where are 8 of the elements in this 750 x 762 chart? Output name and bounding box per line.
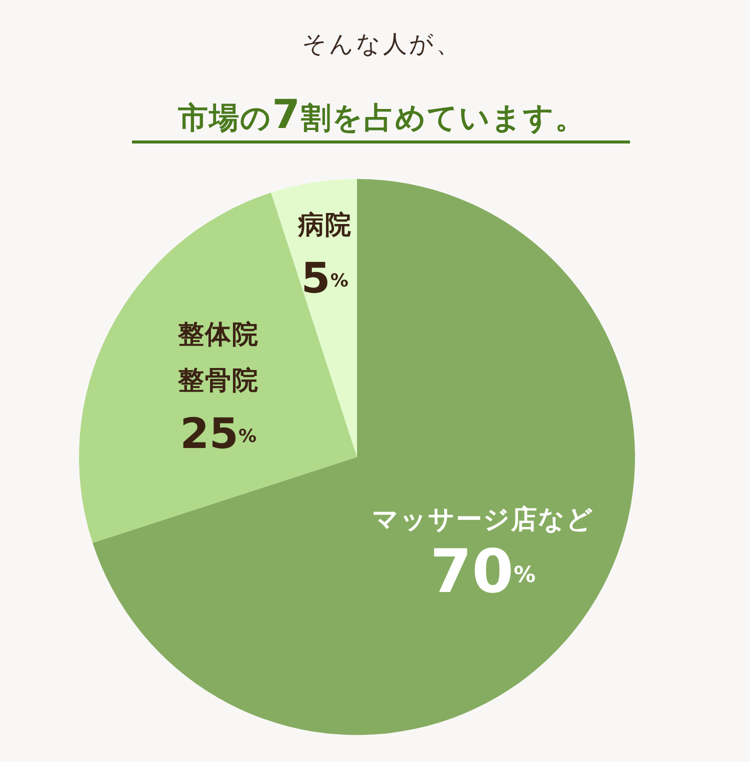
chart-title: そんな人が、 — [302, 30, 462, 58]
data-label: 25% — [180, 409, 257, 458]
slice-label: 病院 — [296, 210, 352, 240]
slice-label: マッサージ店など — [372, 505, 594, 536]
data-label: 70% — [430, 538, 536, 608]
slice-label: 整体院整骨院 — [176, 320, 259, 396]
chart-subtitle: 市場の7割を占めています。 — [177, 92, 586, 138]
data-label: 5% — [301, 254, 348, 303]
